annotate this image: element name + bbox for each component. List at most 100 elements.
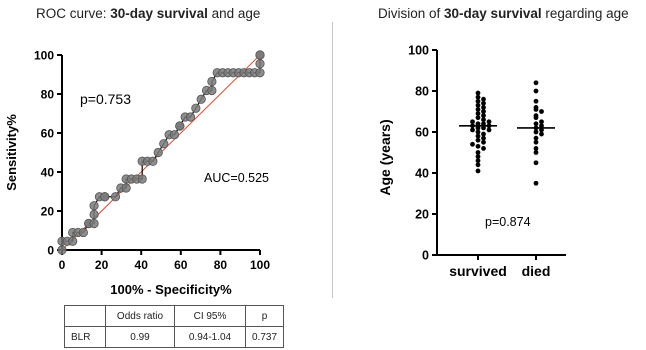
- age-point: [533, 146, 539, 151]
- roc-title-suffix: and age: [207, 6, 261, 21]
- age-y-tick-label: 0: [422, 249, 429, 263]
- roc-point: [159, 139, 169, 149]
- age-point: [533, 160, 539, 166]
- roc-y-tick-label: 100: [34, 49, 54, 63]
- age-point: [539, 131, 544, 137]
- age-point: [475, 102, 481, 108]
- roc-title: ROC curve: 30-day survival and age: [36, 6, 260, 21]
- age-y-tick-label: 40: [415, 167, 429, 181]
- age-point: [539, 119, 544, 125]
- age-point: [481, 117, 486, 123]
- age-point: [475, 133, 481, 139]
- age-point: [539, 127, 544, 133]
- roc-x-tick-label: 100: [250, 258, 270, 272]
- age-point: [533, 80, 539, 86]
- roc-point: [89, 201, 99, 211]
- roc-point: [89, 218, 99, 229]
- age-point: [470, 141, 475, 147]
- age-chart: 0 20 40 60 80 100 survived died Age (years) p=0.8…: [377, 44, 566, 279]
- age-point: [475, 137, 481, 143]
- roc-point: [255, 50, 265, 60]
- roc-title-prefix: ROC curve:: [36, 6, 111, 21]
- age-point: [481, 146, 486, 151]
- roc-panel: ROC curve: 30-day survival and age 0 20 40…: [4, 6, 285, 348]
- age-point: [486, 127, 492, 133]
- age-x-tick-label: died: [522, 263, 551, 279]
- roc-point: [169, 130, 180, 140]
- age-y-tick-label: 80: [415, 85, 429, 99]
- stats-header-row: Odds ratio CI 95% p: [64, 305, 285, 327]
- age-point: [481, 113, 486, 118]
- age-y-tick-label: 60: [415, 126, 429, 140]
- roc-point: [68, 236, 78, 246]
- roc-point: [196, 94, 206, 104]
- roc-y-tick-label: 60: [41, 127, 55, 141]
- roc-x-tick-label: 40: [135, 258, 149, 272]
- age-point: [475, 158, 481, 164]
- roc-x-tick-label: 20: [95, 258, 109, 272]
- age-point: [533, 135, 539, 141]
- roc-point: [255, 68, 265, 78]
- age-point: [475, 143, 481, 149]
- age-point: [533, 121, 539, 127]
- age-point: [486, 119, 492, 125]
- age-x-tick-label: survived: [449, 263, 507, 279]
- age-title-bold: 30-day survival: [444, 6, 542, 21]
- age-point: [481, 125, 486, 131]
- stats-data-row: BLR 0.99 0.94-1.04 0.737: [64, 326, 285, 348]
- roc-y-axis-label: Sensitivity%: [4, 114, 19, 191]
- age-point: [475, 115, 481, 121]
- roc-auc-value: AUC=0.525: [204, 171, 269, 185]
- age-point: [533, 150, 539, 155]
- roc-point: [89, 209, 99, 220]
- age-title: Division of 30-day survival regarding ag…: [378, 6, 629, 21]
- roc-point: [78, 227, 88, 238]
- age-point: [481, 131, 486, 137]
- age-point: [475, 90, 481, 96]
- stats-header-cell: CI 95%: [174, 305, 246, 327]
- stats-header-cell: [64, 305, 106, 327]
- age-point: [481, 100, 486, 106]
- age-y-axis-label: Age (years): [377, 119, 393, 195]
- roc-point: [255, 59, 265, 69]
- age-point: [481, 105, 486, 110]
- age-title-prefix: Division of: [378, 6, 445, 21]
- age-panel: Division of 30-day survival regarding ag…: [334, 0, 646, 350]
- age-point: [475, 129, 481, 135]
- stats-cell: 0.737: [244, 326, 285, 348]
- age-y-tick-label: 100: [408, 44, 429, 58]
- age-point: [533, 180, 539, 186]
- roc-x-tick-label: 0: [59, 258, 66, 272]
- roc-point: [100, 192, 110, 202]
- stats-table: Odds ratio CI 95% p BLR 0.99 0.94-1.04 0…: [64, 305, 285, 348]
- roc-point: [207, 76, 217, 87]
- age-point: [475, 150, 481, 155]
- age-point: [475, 125, 481, 131]
- stats-cell: 0.94-1.04: [174, 326, 246, 348]
- roc-point: [175, 121, 185, 131]
- roc-point: [153, 147, 163, 158]
- age-point: [533, 139, 539, 145]
- roc-point: [57, 245, 67, 255]
- roc-y-tick-label: 80: [41, 88, 55, 102]
- age-point: [475, 154, 481, 160]
- age-y-tick-label: 20: [415, 208, 429, 222]
- stats-cell: BLR: [64, 326, 106, 348]
- roc-point: [148, 156, 158, 166]
- age-point: [533, 115, 539, 121]
- age-p-value: p=0.874: [485, 215, 531, 229]
- roc-y-tick-label: 40: [41, 166, 55, 180]
- roc-title-bold: 30-day survival: [110, 6, 208, 21]
- age-point: [481, 139, 486, 145]
- stats-header-cell: p: [244, 305, 285, 327]
- age-point: [539, 109, 544, 114]
- age-point: [533, 98, 539, 104]
- age-point: [475, 98, 481, 104]
- roc-point: [185, 112, 196, 122]
- age-point: [481, 121, 486, 127]
- age-point: [533, 129, 539, 135]
- age-point: [470, 119, 475, 125]
- roc-point: [137, 174, 147, 184]
- roc-point: [110, 192, 121, 202]
- age-point: [481, 135, 486, 141]
